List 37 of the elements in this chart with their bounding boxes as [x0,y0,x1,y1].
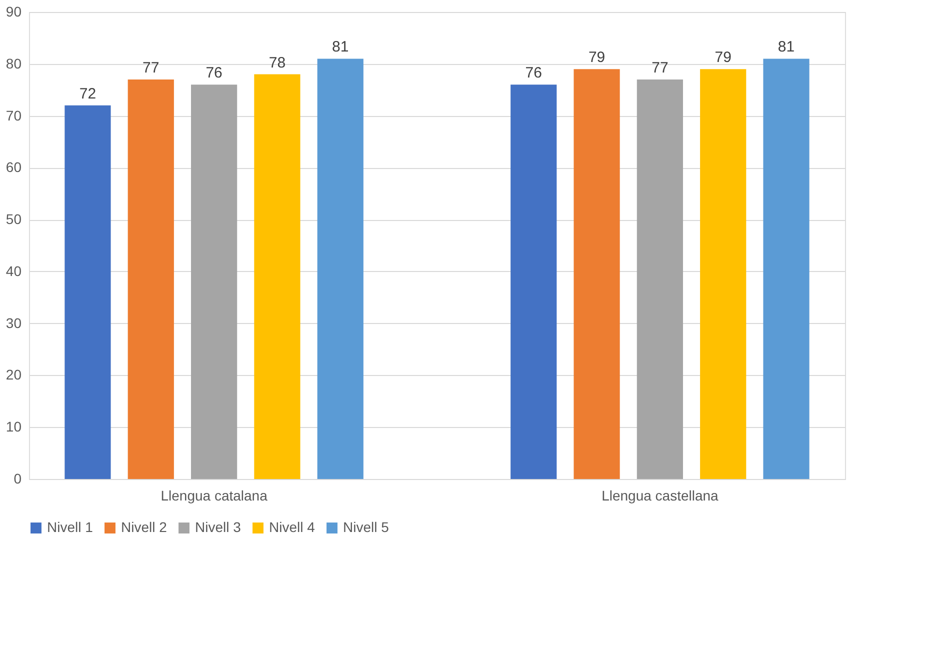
legend-label: Nivell 3 [195,519,242,535]
bar [510,84,557,479]
y-tick-label: 20 [6,366,22,383]
data-label: 76 [206,64,222,82]
data-label: 79 [588,49,606,66]
y-tick-label: 90 [6,4,22,20]
y-tick-label: 40 [6,262,22,279]
bar [763,58,810,479]
data-label: 76 [525,64,542,82]
data-label: 81 [332,38,349,56]
bar [636,79,684,479]
bar [317,58,364,479]
bar [254,74,300,479]
bar [190,84,238,479]
y-tick-label: 30 [6,314,22,331]
data-label: 72 [79,85,96,102]
y-tick-label: 60 [6,159,22,176]
x-tick-label: Llengua catalana [160,488,268,504]
data-label: 78 [268,54,286,72]
bar [128,79,174,479]
y-tick-label: 0 [14,470,22,486]
legend-label: Nivell 2 [121,519,168,535]
x-tick-label: Llengua castellana [602,488,719,504]
y-tick-label: 50 [6,211,22,228]
data-label: 81 [778,38,795,56]
legend-label: Nivell 4 [269,519,316,535]
bar [64,105,111,479]
y-tick-label: 70 [6,107,22,124]
bar [574,69,620,479]
bar [700,69,746,479]
legend-label: Nivell 5 [343,519,390,535]
y-tick-label: 10 [6,418,22,435]
y-tick-label: 80 [6,55,22,72]
legend-label: Nivell 1 [47,519,94,535]
data-label: 77 [142,59,160,76]
data-label: 79 [714,49,732,66]
data-label: 77 [652,59,668,76]
